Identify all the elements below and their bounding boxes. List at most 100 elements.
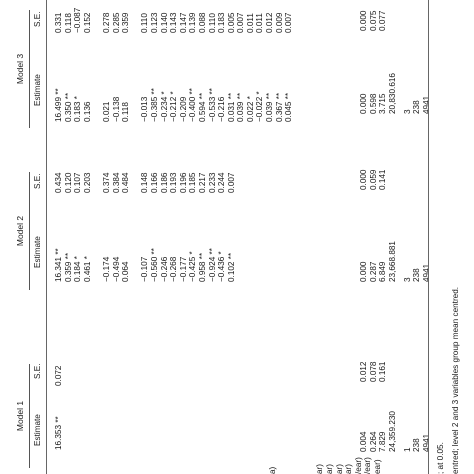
model-2-se-header: S.E. — [33, 173, 42, 189]
model-1-estimate-col: 16.353 ** — [54, 416, 64, 450]
model-2-estimate: 0.461 * — [82, 256, 92, 282]
model-3-estimate: 0.118 — [121, 102, 131, 122]
model-2-estimate: 0.184 * — [73, 256, 83, 282]
model-1-random-se-col: 0.012 0.078 0.161 — [359, 362, 388, 383]
model-3-se: 0.359 — [121, 12, 131, 34]
model-3-estimate: −0.385 ** — [149, 88, 159, 122]
model-2-se: 0.374 — [101, 172, 111, 194]
model-3-se: 0.139 — [188, 12, 198, 34]
model-2-random-estimate: 6.849 — [378, 261, 388, 283]
model-3-se: 0.007 — [236, 12, 246, 34]
model-3-se: 0.123 — [149, 12, 159, 34]
row-label: ar) — [334, 463, 344, 474]
model-2-estimate: −0.177 — [178, 256, 188, 282]
model-3-random-estimate: 20,830.616 — [387, 73, 397, 114]
row-label: ar) — [324, 463, 334, 474]
model-3-se: 0.110 — [207, 13, 217, 33]
model-3-se: 0.183 — [217, 12, 227, 34]
model-1-estimate: 16.353 ** — [54, 416, 63, 450]
model-2-se: 0.217 — [197, 172, 207, 194]
model-3-se: 0.012 — [265, 12, 275, 34]
model-3-estimate: −0.013 — [140, 96, 150, 122]
model-1-random-se: 0.161 — [378, 361, 388, 383]
model-1-header: Model 1 — [15, 400, 25, 432]
model-2-random-estimate: 238 — [411, 268, 421, 282]
model-2-estimate: −0.107 — [140, 256, 150, 282]
model-3-random-estimate: 238 — [411, 100, 421, 114]
model-3-estimate: 0.594 ** — [197, 92, 207, 122]
model-1-random-estimate: 4941 — [421, 433, 431, 452]
model-2-random-estimate: 4941 — [421, 263, 431, 282]
model-2-random-estimate-col: 0.000 0.287 6.849 23,668.881 3 238 4941 — [359, 241, 431, 282]
model-3-se: 0.011 — [245, 13, 255, 33]
model-3-estimate: −0.022 * — [255, 91, 265, 122]
model-2-se: 0.196 — [178, 172, 188, 194]
model-3-se: 0.011 — [255, 13, 265, 33]
model-1-random-estimate: 7.829 — [378, 431, 388, 453]
model-2-se: 0.185 — [188, 172, 198, 194]
model-3-se: 0.007 — [284, 12, 294, 34]
bottom-rule — [428, 0, 429, 474]
model-3-estimate: −0.234 * — [159, 91, 169, 122]
model-3-estimate: 0.045 ** — [284, 92, 294, 122]
model-3-se: 0.005 — [226, 12, 236, 34]
model-2-underline — [29, 172, 30, 290]
model-3-header: Model 3 — [15, 53, 25, 85]
model-3-estimate — [131, 88, 141, 122]
model-3-random-se: 0.077 — [378, 10, 388, 32]
model-2-estimate — [92, 248, 102, 282]
row-label-col: a) ar) ar) ar) ar) /ear) /ear) ear) — [268, 457, 383, 474]
row-label — [297, 457, 307, 474]
row-label: ar) — [315, 463, 325, 474]
model-2-estimate: −0.174 — [101, 256, 111, 282]
model-1-random-estimate: 0.264 — [368, 431, 378, 453]
row-label: ar) — [344, 463, 354, 474]
model-1-random-se: 0.012 — [359, 361, 368, 383]
model-3-estimate: 0.367 ** — [274, 92, 284, 122]
model-2-se: 0.186 — [159, 172, 169, 194]
model-2-estimate: −0.246 — [159, 256, 169, 282]
row-label: ear) — [372, 459, 382, 474]
row-label: /ear) — [363, 457, 373, 474]
footnote-centring: entred; level 2 and 3 variables group me… — [451, 286, 460, 474]
model-3-estimate — [92, 88, 102, 122]
model-3-se: 0.110 — [140, 13, 150, 33]
model-2-se: 0.166 — [149, 172, 159, 194]
model-3-se: 0.088 — [197, 12, 207, 34]
row-label: /ear) — [353, 457, 363, 474]
model-3-se — [131, 8, 141, 33]
model-1-random-estimate: 238 — [411, 438, 421, 452]
model-3-estimate: −0.216 — [217, 96, 227, 122]
model-3-se: 0.331 — [54, 12, 63, 34]
model-3-se — [92, 8, 102, 33]
model-2-random-estimate: 0.000 — [359, 261, 368, 283]
model-3-underline — [29, 10, 30, 128]
model-2-se: 0.244 — [217, 172, 227, 194]
model-3-estimate: 0.039 ** — [236, 92, 246, 122]
model-1-se: 0.072 — [54, 365, 63, 387]
model-1-random-estimate: 0.004 — [359, 431, 368, 453]
model-3-estimate: −0.212 * — [169, 91, 179, 122]
model-2-random-se: 0.000 — [359, 169, 368, 191]
model-2-se: 0.233 — [207, 172, 217, 194]
model-3-random-estimate: 0.598 — [368, 93, 378, 115]
model-2-se — [131, 173, 141, 194]
model-3-se: 0.152 — [82, 12, 92, 34]
model-3-random-se: 0.075 — [368, 10, 378, 32]
model-3-estimate: 0.039 ** — [265, 92, 275, 122]
model-2-se: 0.148 — [140, 172, 150, 194]
model-3-se: −0.087 — [73, 7, 83, 33]
model-3-random-se: 0.000 — [359, 10, 368, 32]
model-3-estimate: 0.183 * — [73, 96, 83, 122]
model-3-estimate: 0.136 — [82, 101, 92, 123]
model-2-se: 0.384 — [111, 172, 121, 194]
model-3-random-se-col: 0.000 0.075 0.077 — [359, 11, 388, 32]
model-2-estimate: −0.436 * — [217, 251, 227, 282]
model-3-estimate: −0.400 ** — [188, 88, 198, 122]
model-2-estimate — [131, 248, 141, 282]
model-3-estimate: 0.022 * — [245, 96, 255, 122]
model-2-estimate: −0.924 ** — [207, 248, 217, 282]
model-2-estimate-header: Estimate — [33, 236, 42, 268]
model-3-se: 0.143 — [169, 12, 179, 34]
